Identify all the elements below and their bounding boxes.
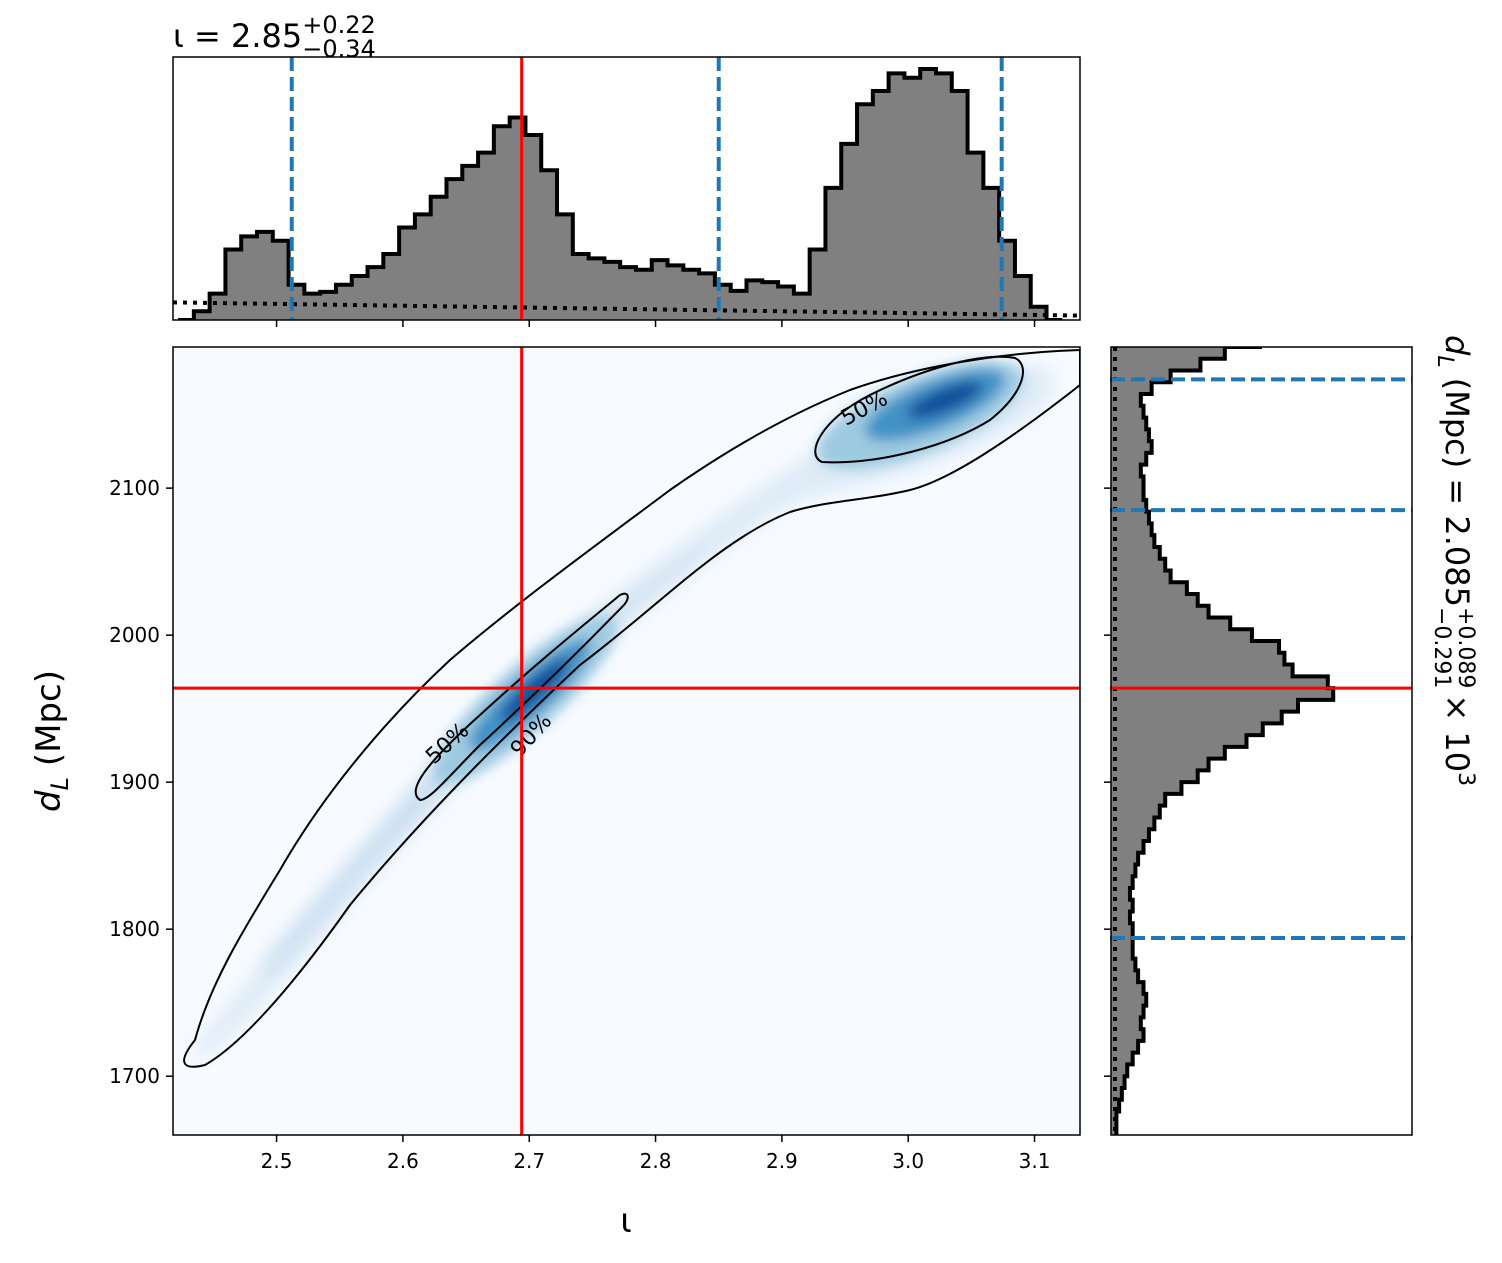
top-title-minus: −0.34: [302, 35, 376, 63]
y-label-unit: (Mpc): [29, 670, 69, 766]
x-axis-label: ι: [620, 1201, 632, 1241]
y-label-main: d: [29, 790, 69, 812]
top-panel-title: ι = 2.85+0.22 −0.34: [173, 11, 376, 63]
main-panel-background: [173, 347, 1080, 1135]
top-title-median: 2.85: [231, 17, 302, 55]
contour-50-percent-low: [414, 592, 629, 802]
contour-50-percent-high: [814, 355, 1024, 464]
main-xtick-label-1: 2.6: [387, 1149, 419, 1173]
main-xticks: 2.5 2.6 2.7 2.8 2.9 3.0 3.1: [261, 1135, 1051, 1173]
y-axis-label: dL (Mpc): [29, 670, 74, 812]
right-panel-title: dL (Mpc) = 2.085+0.089−0.291× 103: [1429, 335, 1478, 786]
main-xtick-label-2: 2.7: [513, 1149, 545, 1173]
iota-histogram-step: [178, 67, 1063, 320]
side-title-plus: +0.089: [1453, 607, 1478, 688]
density-lobe-low-core: [500, 658, 570, 722]
main-ytick-label-1: 1800: [109, 917, 160, 941]
dL-histogram-step: [1114, 347, 1336, 1135]
top-title-plus: +0.22: [302, 11, 376, 39]
main-density-panel: 50% 50% 90% 2.5 2.6 2.7 2.8 2.9 3.0 3.1 170018…: [29, 346, 1081, 1241]
main-panel-frame: [172, 346, 1081, 1136]
main-ytick-label-0: 1700: [109, 1064, 160, 1088]
side-title-scale-exp: 3: [1453, 772, 1478, 786]
side-title-sub: L: [1432, 355, 1457, 367]
top-panel-xticks: [275, 320, 1036, 327]
right-panel-frame: [1110, 346, 1413, 1136]
top-panel-frame: [172, 56, 1081, 321]
iota-quantile-lines: [289, 57, 1004, 320]
iota-prior-dotted: [173, 300, 1080, 318]
main-ytick-label-3: 2000: [109, 623, 160, 647]
main-xtick-label-3: 2.8: [640, 1149, 672, 1173]
main-ytick-label-4: 2100: [109, 476, 160, 500]
dL-histogram-fill: [1111, 347, 1334, 1135]
density-ridge-outer: [192, 365, 1055, 1058]
side-title-unit: (Mpc): [1438, 378, 1476, 468]
top-title-param: ι: [173, 17, 184, 55]
side-title-minus: −0.291: [1429, 607, 1454, 688]
side-title-scale: × 10: [1438, 694, 1476, 772]
main-xtick-label-6: 3.1: [1019, 1149, 1051, 1173]
density-lobe-high-core: [907, 381, 983, 419]
main-xtick-label-5: 3.0: [892, 1149, 924, 1173]
top-histogram-panel: ι = 2.85+0.22 −0.34: [172, 11, 1081, 327]
main-xtick-label-0: 2.5: [261, 1149, 293, 1173]
dL-quantile-lines: [1111, 377, 1412, 940]
right-panel-yticks: [1104, 487, 1111, 1077]
main-xtick-label-4: 2.9: [766, 1149, 798, 1173]
iota-histogram-fill: [178, 69, 1063, 320]
right-histogram-panel: dL (Mpc) = 2.085+0.089−0.291× 103: [1104, 335, 1478, 1136]
side-title-param: d: [1438, 335, 1476, 356]
y-label-sub: L: [46, 777, 74, 790]
main-yticks: 1700 1800 1900 2000 2100: [109, 476, 173, 1088]
contour-90-percent: [183, 348, 1080, 1068]
side-title-median: 2.085: [1438, 515, 1476, 607]
main-ytick-label-2: 1900: [109, 770, 160, 794]
